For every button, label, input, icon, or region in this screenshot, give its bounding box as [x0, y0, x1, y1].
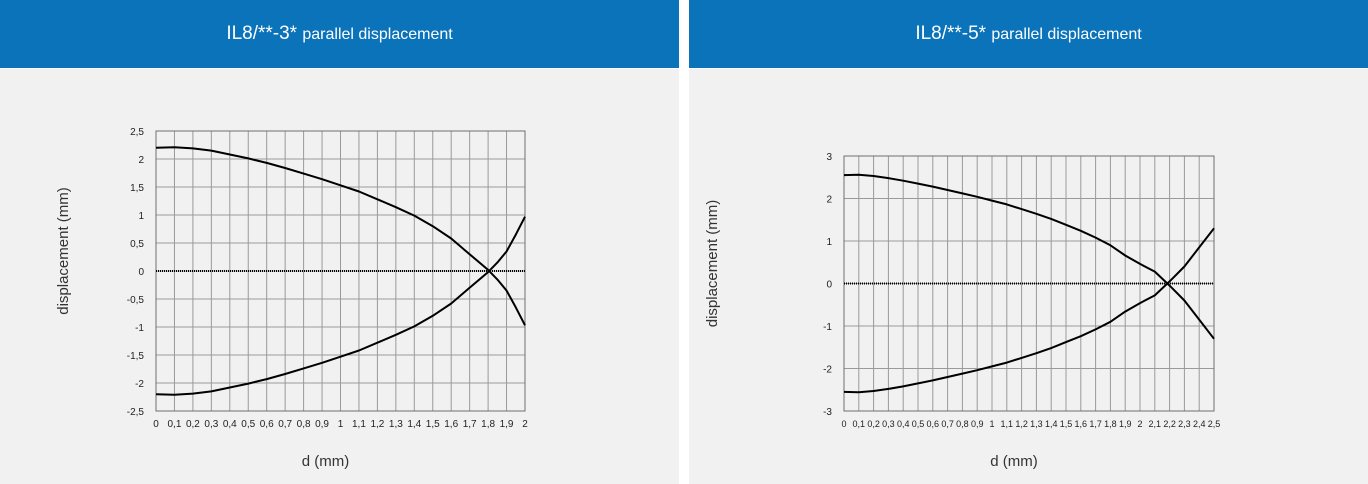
panel-title: IL8/**-5* parallel displacement — [915, 23, 1141, 45]
x-tick-label: 0,9 — [971, 419, 984, 429]
x-tick-label: 1,5 — [426, 419, 440, 430]
panel-title-main: IL8/**-5* — [915, 23, 987, 44]
x-tick-label: 0,7 — [941, 419, 954, 429]
x-tick-label: 1,7 — [463, 419, 477, 430]
series-line-1 — [155, 146, 526, 326]
x-tick-label: 1,3 — [1030, 419, 1043, 429]
chart-panel-right: IL8/**-5* parallel displacement 0 0,1 0,2 0… — [689, 0, 1368, 484]
x-tick-label: 0,7 — [278, 419, 292, 430]
chart-area: 0 0,1 0,2 0,3 0,4 0,5 0,6 0,7 0,8 0,9 1 1,1 1,2 1,3 1,… — [689, 69, 1368, 484]
x-tick-label: 0,1 — [167, 419, 181, 430]
x-tick-label: 1,4 — [407, 419, 421, 430]
x-tick-label: 2,5 — [1208, 419, 1221, 429]
x-tick-label: 0,8 — [956, 419, 969, 429]
x-tick-label: 0 — [841, 419, 846, 429]
x-tick-label: 0,5 — [241, 419, 255, 430]
panel-title: IL8/**-3* parallel displacement — [226, 23, 452, 45]
series-line-2 — [843, 227, 1215, 394]
x-tick-label: 1,9 — [500, 419, 514, 430]
y-tick-label: -0,5 — [127, 295, 145, 306]
y-tick-label: 2 — [138, 155, 144, 166]
x-tick-label: 2,1 — [1149, 419, 1162, 429]
displacement-chart: 0 0,1 0,2 0,3 0,4 0,5 0,6 0,7 0,8 0,9 1 1,1 1,2 1,3 1,… — [704, 152, 1221, 470]
x-tick-label: 1 — [338, 419, 344, 430]
y-tick-label: -1,5 — [127, 351, 145, 362]
x-tick-label: 0 — [153, 419, 159, 430]
x-tick-label: 1,6 — [444, 419, 458, 430]
x-tick-label: 0,9 — [315, 419, 329, 430]
x-tick-label: 0,3 — [882, 419, 895, 429]
chart-panel-left: IL8/**-3* parallel displacement 0 0,1 0,2 0… — [0, 0, 679, 484]
displacement-chart: 0 0,1 0,2 0,3 0,4 0,5 0,6 0,7 0,8 0,9 1 1,1 1,2 1,3 1,… — [55, 127, 528, 470]
x-tick-label: 1,2 — [1015, 419, 1028, 429]
panel-title-sub: parallel displacement — [302, 26, 453, 43]
x-tick-label: 1,3 — [389, 419, 403, 430]
y-tick-label: 0 — [138, 267, 144, 278]
x-axis-label: d (mm) — [302, 453, 350, 470]
x-tick-label: 1,1 — [1001, 419, 1014, 429]
y-tick-label: -1 — [135, 323, 144, 334]
y-tick-label: -2 — [823, 365, 832, 376]
x-tick-label: 0,4 — [223, 419, 237, 430]
y-tick-label: 0,5 — [130, 239, 144, 250]
y-axis-label: displacement (mm) — [704, 200, 721, 328]
series-line-1 — [843, 173, 1215, 340]
x-tick-label: 0,4 — [897, 419, 910, 429]
x-tick-label: 0,6 — [927, 419, 940, 429]
x-tick-label: 2 — [522, 419, 528, 430]
panel-title-sub: parallel displacement — [991, 26, 1142, 43]
x-tick-label: 0,2 — [867, 419, 880, 429]
x-tick-label: 1,5 — [1060, 419, 1073, 429]
panel-title-main: IL8/**-3* — [226, 23, 298, 44]
x-tick-label: 0,3 — [204, 419, 218, 430]
y-tick-label: -3 — [823, 407, 832, 418]
y-tick-label: 0 — [826, 280, 832, 291]
x-tick-label: 1,8 — [481, 419, 495, 430]
x-tick-label: 1,2 — [370, 419, 384, 430]
x-tick-label: 0,2 — [186, 419, 200, 430]
x-tick-label: 2,3 — [1178, 419, 1191, 429]
x-tick-label: 2 — [1137, 419, 1142, 429]
chart-area: 0 0,1 0,2 0,3 0,4 0,5 0,6 0,7 0,8 0,9 1 1,1 1,2 1,3 1,… — [0, 69, 679, 484]
series-line-2 — [155, 216, 526, 396]
y-tick-label: 3 — [826, 152, 832, 163]
x-tick-label: 1,9 — [1119, 419, 1132, 429]
y-tick-label: -2,5 — [127, 407, 145, 418]
y-tick-label: 2,5 — [130, 127, 144, 138]
x-tick-label: 2,2 — [1163, 419, 1176, 429]
x-tick-label: 1,1 — [352, 419, 366, 430]
y-tick-label: 1 — [138, 211, 144, 222]
x-tick-label: 1,7 — [1089, 419, 1102, 429]
y-axis-label: displacement (mm) — [55, 187, 72, 315]
x-tick-label: 0,8 — [297, 419, 311, 430]
y-tick-label: -1 — [823, 322, 832, 333]
x-axis-label: d (mm) — [990, 453, 1038, 470]
panel-header: IL8/**-5* parallel displacement — [689, 0, 1368, 68]
x-tick-label: 1,6 — [1075, 419, 1088, 429]
x-tick-label: 2,4 — [1193, 419, 1206, 429]
x-tick-label: 1 — [989, 419, 994, 429]
panel-header: IL8/**-3* parallel displacement — [0, 0, 679, 68]
y-tick-label: 1 — [826, 237, 832, 248]
y-tick-label: -2 — [135, 379, 144, 390]
x-tick-label: 0,1 — [853, 419, 866, 429]
x-tick-label: 0,5 — [912, 419, 925, 429]
y-tick-label: 2 — [826, 195, 832, 206]
grid — [155, 130, 526, 412]
x-tick-label: 1,8 — [1104, 419, 1117, 429]
x-tick-label: 1,4 — [1045, 419, 1058, 429]
y-tick-label: 1,5 — [130, 183, 144, 194]
x-tick-label: 0,6 — [260, 419, 274, 430]
